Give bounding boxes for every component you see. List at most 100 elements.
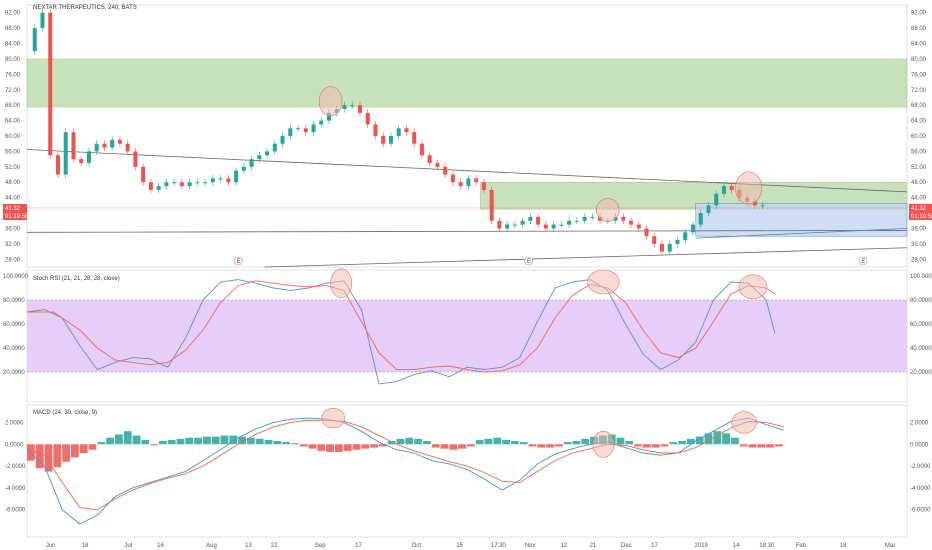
candle (226, 178, 231, 183)
macd-histogram-bar (502, 439, 510, 445)
candle (365, 112, 370, 125)
candle (48, 12, 53, 156)
price-tick-left: 28.00 (5, 257, 21, 263)
candle (350, 105, 355, 107)
macd-histogram-bar (669, 442, 678, 445)
macd-histogram-bar (678, 441, 686, 445)
candle (590, 216, 595, 218)
price-tick-left: 64.00 (5, 119, 21, 125)
macd-histogram-bar (229, 435, 238, 445)
zone-green (26, 58, 908, 108)
candle (396, 128, 401, 136)
candle (203, 182, 208, 184)
macd-tick-right: 2.0000 (910, 420, 929, 426)
macd-histogram-bar (291, 443, 299, 445)
macd-histogram-bar (713, 431, 722, 445)
macd-tick-left: -6.0000 (5, 508, 26, 514)
price-tick-left: 48.00 (5, 180, 21, 186)
rsi-tick-right: 20.0000 (910, 370, 932, 376)
price-tick-right: 44.00 (911, 196, 927, 202)
candle (241, 166, 246, 171)
candle (148, 182, 153, 190)
price-tick-right: 80.00 (911, 57, 927, 63)
price-tick-right: 72.00 (911, 88, 927, 94)
macd-histogram-bar (238, 436, 246, 445)
time-tick: Jul (124, 543, 132, 549)
candle (195, 182, 200, 184)
macd-frame (26, 404, 908, 538)
candle (172, 182, 177, 184)
candle (520, 220, 525, 225)
candle (435, 162, 440, 167)
macd-histogram-bar (159, 441, 167, 445)
time-tick: 14 (733, 543, 740, 549)
macd-tick-left: 2.0000 (5, 420, 24, 426)
candle (729, 186, 734, 190)
macd-histogram-bar (247, 437, 255, 445)
macd-histogram-bar (167, 439, 176, 445)
time-tick: Aug (206, 543, 217, 549)
macd-histogram-bar (62, 444, 70, 462)
zone-blue (695, 203, 908, 237)
price-tick-right: 52.00 (911, 165, 927, 171)
time-tick: 21 (590, 543, 597, 549)
macd-histogram-bar (343, 444, 352, 451)
earnings-marker[interactable] (858, 256, 868, 266)
candle (760, 205, 765, 207)
macd-histogram-bar (88, 444, 97, 450)
macd-histogram-bar (528, 444, 537, 447)
price-badge (909, 203, 932, 212)
earnings-marker-label: E (861, 259, 865, 265)
macd-tick-right: -6.0000 (910, 508, 931, 514)
time-tick: 2019 (695, 543, 709, 549)
macd-histogram-bar (27, 444, 35, 461)
candle (505, 224, 510, 229)
earnings-marker[interactable] (233, 256, 243, 266)
candle (559, 224, 564, 226)
candle (629, 220, 634, 225)
price-tick-left: 60.00 (5, 134, 21, 140)
macd-histogram-bar (123, 431, 132, 445)
macd-histogram-bar (282, 442, 290, 445)
time-tick: 12 (561, 543, 568, 549)
macd-pane: 2.0000 2.0000 0.0000 0.0000 -2.0000 -2.0000 -4… (5, 404, 931, 538)
time-tick: Mar (885, 543, 895, 549)
candle (156, 186, 161, 190)
macd-histogram-bar (563, 442, 572, 445)
candle (752, 201, 757, 206)
macd-histogram-bar (361, 444, 370, 449)
candle (164, 182, 169, 187)
macd-histogram-bar (115, 434, 123, 445)
candle (466, 178, 471, 187)
candle (404, 128, 409, 133)
candle (551, 224, 556, 229)
macd-histogram-bar (581, 438, 590, 445)
rsi-title: Stoch RSI (21, 21, 28, 28, close) (33, 276, 120, 282)
candle (443, 166, 448, 175)
candle (234, 170, 239, 183)
macd-histogram-bar (299, 444, 308, 447)
macd-line-signal (26, 419, 784, 511)
macd-histogram-bar (423, 441, 431, 445)
time-tick: 15 (456, 543, 463, 549)
time-tick: Jun (46, 543, 56, 549)
highlight-ellipse (731, 411, 757, 434)
macd-histogram-bar (97, 442, 106, 445)
macd-histogram-bar (739, 444, 748, 447)
price-tick-right: 60.00 (911, 134, 927, 140)
candle (342, 105, 347, 110)
price-badge-text: 01:19:58 (5, 214, 29, 220)
earnings-marker[interactable] (524, 256, 533, 266)
price-tick-left: 92.00 (5, 11, 21, 17)
time-axis: Jun 18 Jul 16 Aug 13 22 Sep 17 Oct 15 17:30 Nov 12 21 D… (46, 543, 895, 549)
macd-tick-left: 0.0000 (5, 442, 24, 448)
macd-histogram-bar (220, 435, 229, 445)
price-tick-left: 76.00 (5, 72, 21, 78)
highlight-ellipse (330, 268, 353, 298)
rsi-line-k (26, 279, 776, 385)
macd-histogram-bar (625, 441, 634, 445)
macd-histogram-bar (651, 444, 660, 448)
macd-histogram-bar (660, 444, 669, 447)
highlight-ellipse (596, 198, 620, 222)
